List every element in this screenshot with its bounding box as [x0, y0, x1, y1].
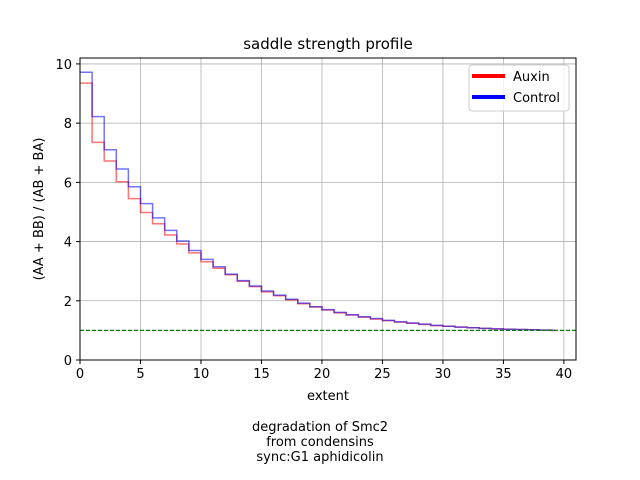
y-tick-label: 8 — [64, 117, 72, 132]
legend-label-auxin: Auxin — [513, 70, 550, 85]
legend: Auxin Control — [468, 64, 570, 112]
x-tick-label: 40 — [556, 367, 573, 382]
y-tick-label: 10 — [55, 58, 72, 73]
x-tick-label: 0 — [76, 367, 84, 382]
legend-label-control: Control — [513, 91, 560, 106]
figure-caption: degradation of Smc2 from condensins sync… — [0, 420, 640, 465]
x-tick-label: 25 — [374, 367, 391, 382]
y-tick-label: 0 — [64, 354, 72, 369]
x-tick-label: 20 — [314, 367, 331, 382]
x-tick-label: 30 — [435, 367, 452, 382]
x-tick-label: 35 — [495, 367, 512, 382]
x-tick-label: 5 — [136, 367, 144, 382]
caption-line: from condensins — [266, 435, 374, 450]
y-tick-label: 4 — [64, 236, 72, 251]
x-axis-label: extent — [307, 389, 349, 404]
x-tick-label: 10 — [193, 367, 210, 382]
series-lines — [80, 71, 556, 332]
axis-ticks: 0 5 10 15 20 25 30 35 40 0 2 4 6 8 10 — [55, 58, 572, 382]
y-tick-label: 6 — [64, 176, 72, 191]
y-tick-label: 2 — [64, 295, 72, 310]
caption-line: sync:G1 aphidicolin — [256, 450, 384, 465]
series-line-control — [80, 71, 556, 332]
caption-line: degradation of Smc2 — [251, 420, 389, 435]
y-axis-label: (AA + BB) / (AB + BA) — [32, 138, 47, 281]
plot-frame — [79, 57, 577, 361]
x-tick-label: 15 — [253, 367, 270, 382]
chart-title: saddle strength profile — [243, 35, 413, 53]
